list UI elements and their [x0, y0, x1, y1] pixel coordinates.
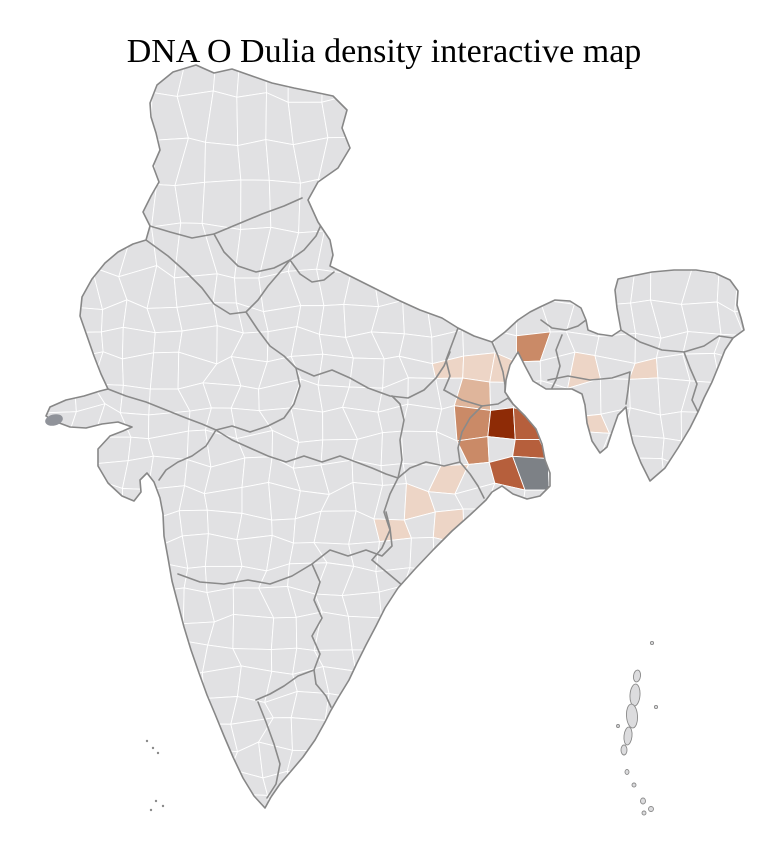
- state-borders-layer: [107, 197, 734, 799]
- india-outline: [45, 64, 745, 809]
- lakshadweep-islands: [145, 739, 165, 812]
- andaman-nicobar-islands[interactable]: [616, 640, 659, 816]
- map-title: DNA O Dulia density interactive map: [126, 32, 642, 70]
- rann-of-kutch-marsh: [45, 414, 63, 426]
